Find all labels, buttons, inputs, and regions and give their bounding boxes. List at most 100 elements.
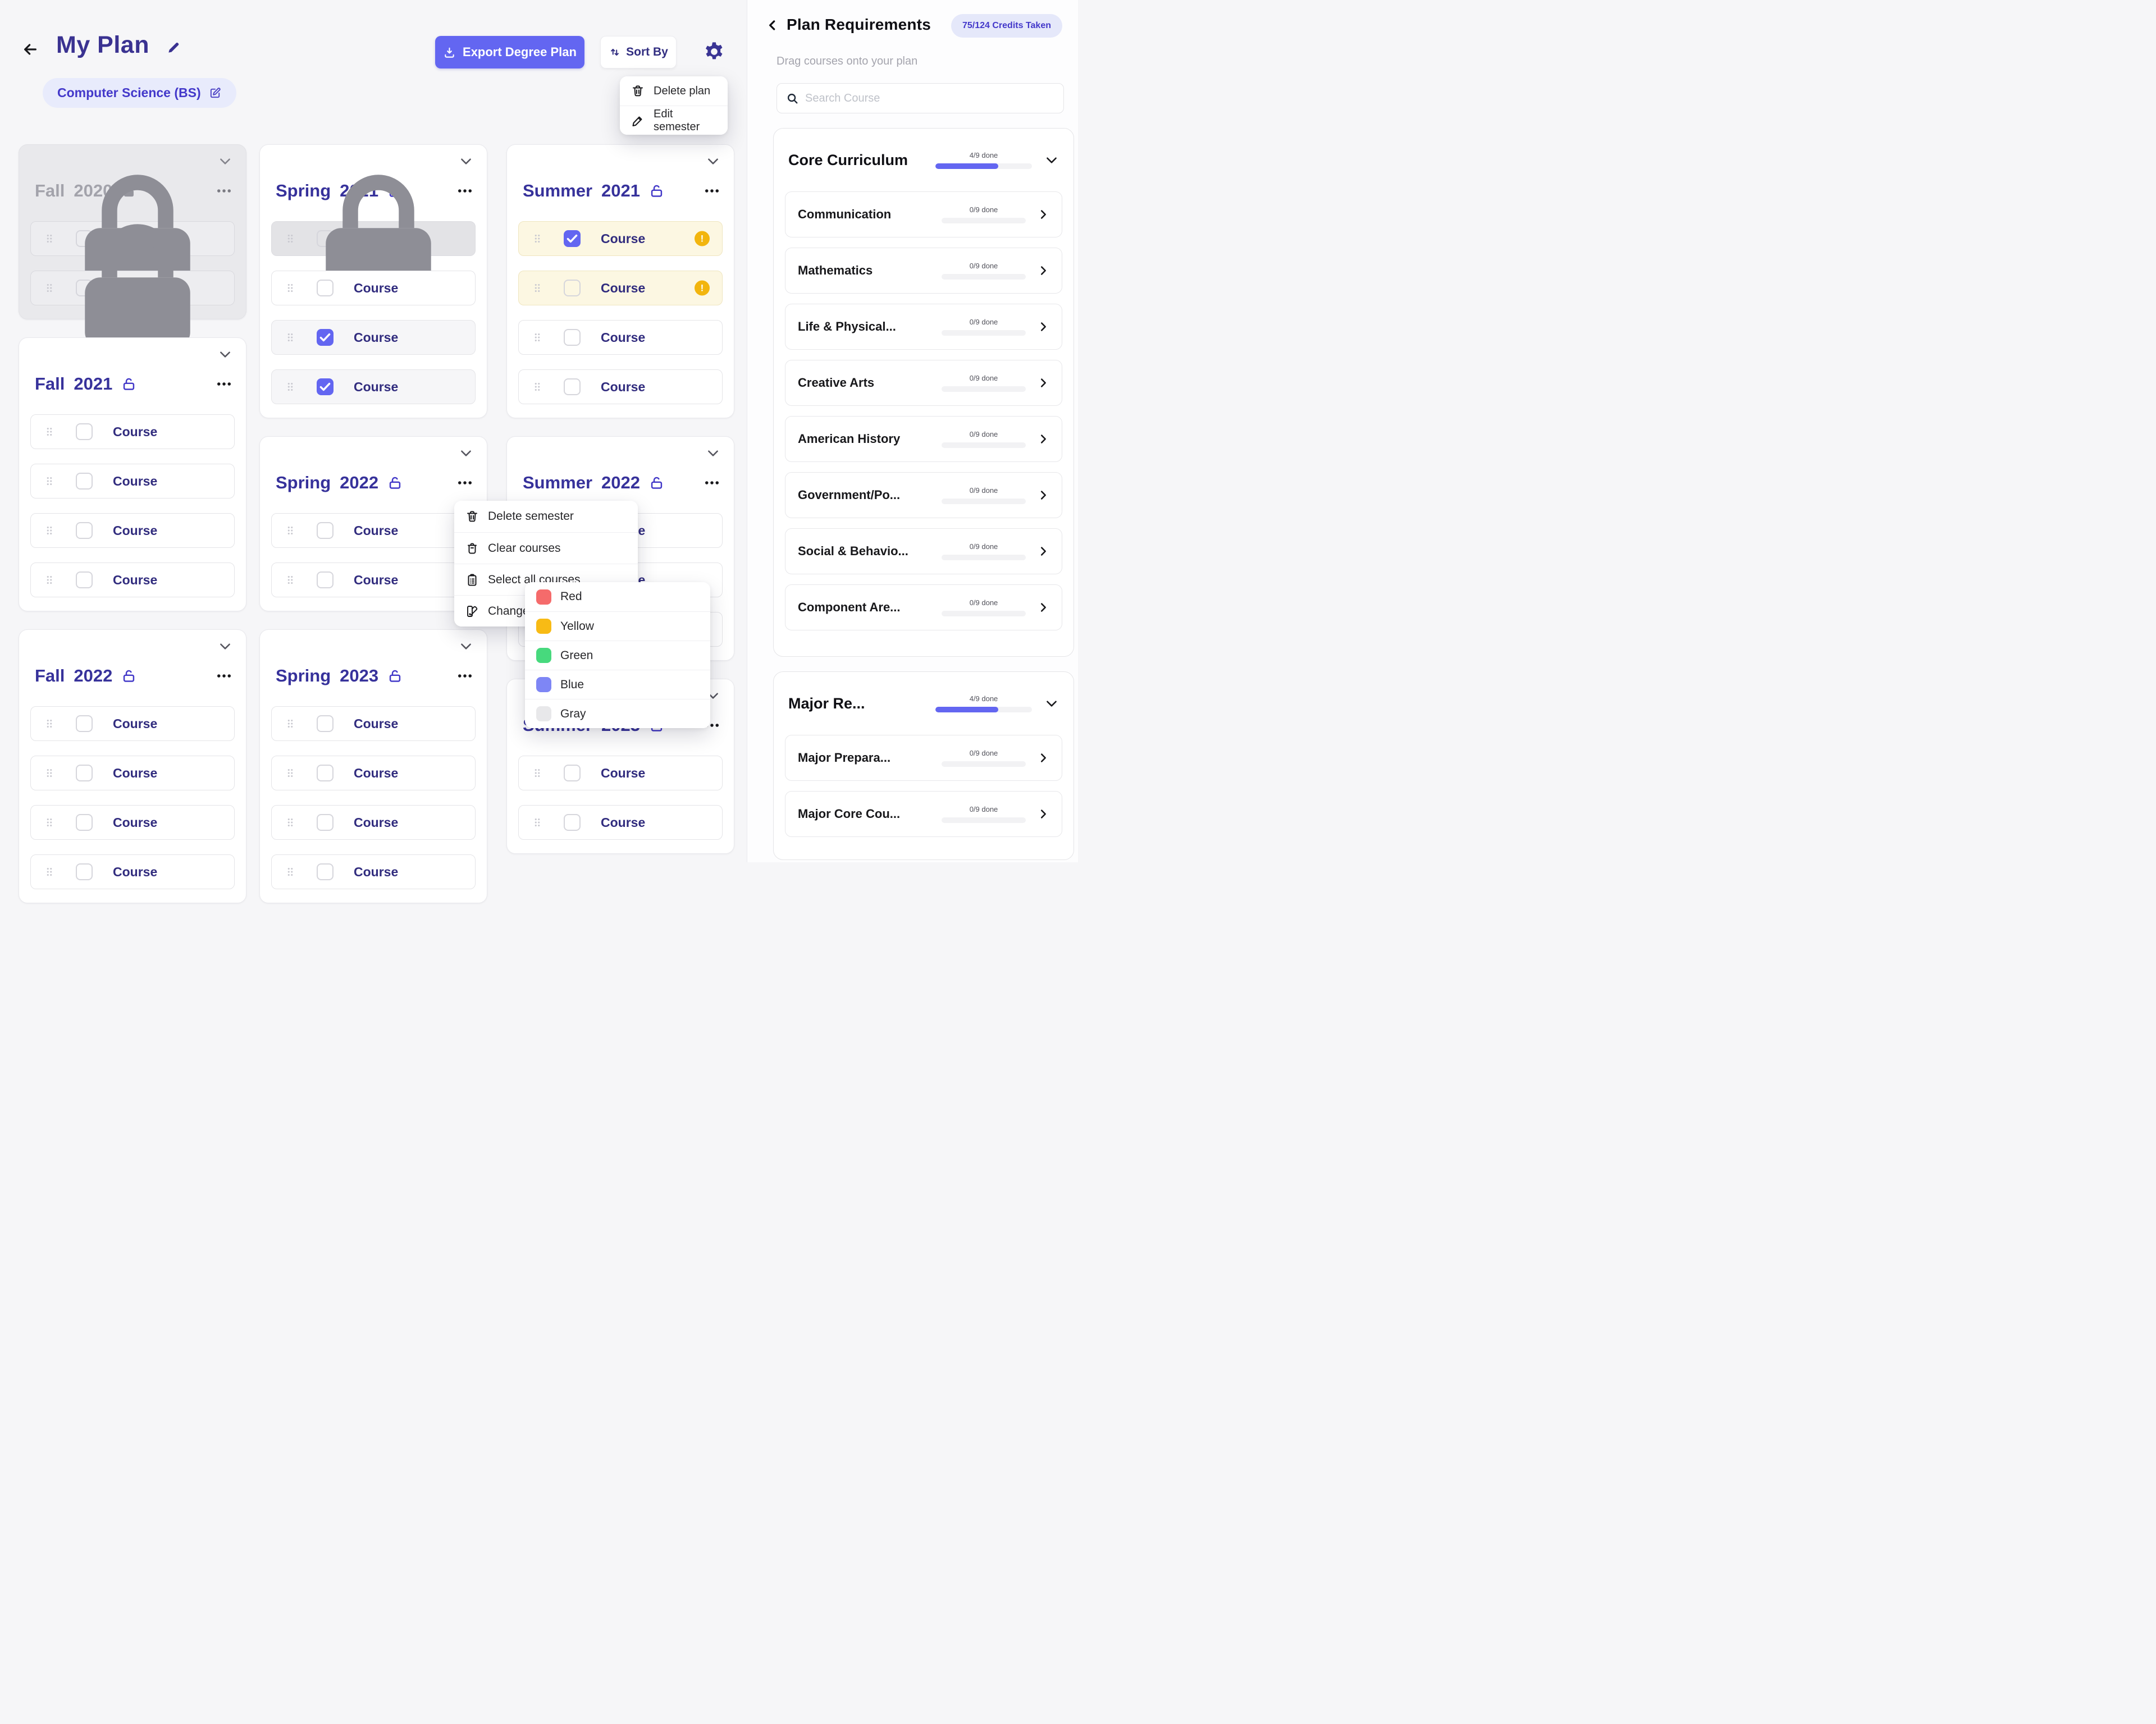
course-checkbox[interactable] (76, 715, 93, 732)
menu-item-delete-semester[interactable]: Delete semester (454, 501, 638, 532)
program-chip[interactable]: Computer Science (BS) (43, 78, 236, 108)
progress-bar (935, 163, 1032, 169)
collapse-chevron-down-icon[interactable] (218, 154, 232, 168)
menu-item-edit-semester[interactable]: Edit semester (620, 106, 728, 135)
course-row[interactable]: Course (271, 513, 476, 548)
course-row[interactable]: Course! (518, 271, 723, 305)
plan-requirements-sidebar: Plan Requirements 75/124 Credits Taken D… (747, 0, 1078, 862)
course-row[interactable]: Course (30, 513, 235, 548)
semester-options-dots-icon[interactable] (456, 474, 473, 491)
course-checkbox[interactable] (564, 378, 581, 395)
requirement-row-life-physical-[interactable]: Life & Physical... 0/9 done (785, 304, 1062, 350)
settings-gear-icon[interactable] (703, 40, 725, 63)
semester-options-dots-icon[interactable] (704, 474, 720, 491)
course-label: Course (354, 280, 399, 295)
semester-card-spring-2022: Spring 2022 Course Course (259, 436, 487, 611)
requirement-row-government-po-[interactable]: Government/Po... 0/9 done (785, 472, 1062, 518)
requirement-row-creative-arts[interactable]: Creative Arts 0/9 done (785, 360, 1062, 406)
export-degree-plan-button[interactable]: Export Degree Plan (435, 36, 584, 68)
course-checkbox[interactable] (76, 423, 93, 440)
semester-options-dots-icon[interactable] (216, 376, 232, 392)
requirement-row-major-core-cou-[interactable]: Major Core Cou... 0/9 done (785, 791, 1062, 837)
course-row[interactable]: Course (518, 320, 723, 355)
collapse-chevron-down-icon[interactable] (459, 639, 473, 653)
menu-item-clear-courses[interactable]: Clear courses (454, 532, 638, 564)
course-row[interactable]: Course (271, 756, 476, 790)
menu-item-yellow[interactable]: Yellow (525, 611, 710, 641)
course-row[interactable]: Course (518, 369, 723, 404)
menu-item-gray[interactable]: Gray (525, 699, 710, 728)
course-checkbox[interactable] (564, 329, 581, 346)
collapse-chevron-down-icon[interactable] (706, 446, 720, 460)
course-row[interactable]: Course (30, 854, 235, 889)
course-checkbox[interactable] (76, 473, 93, 490)
semester-options-dots-icon[interactable] (456, 667, 473, 684)
course-checkbox[interactable] (76, 814, 93, 831)
course-row[interactable]: Course (30, 756, 235, 790)
course-row[interactable]: Course (30, 706, 235, 741)
course-checkbox-checked[interactable] (564, 230, 581, 247)
requirement-row-communication[interactable]: Communication 0/9 done (785, 191, 1062, 237)
course-checkbox[interactable] (317, 814, 334, 831)
requirement-row-mathematics[interactable]: Mathematics 0/9 done (785, 248, 1062, 294)
course-row[interactable]: Course (271, 320, 476, 355)
section-header[interactable]: Core Curriculum 4/9 done (774, 129, 1074, 191)
section-header[interactable]: Major Re... 4/9 done (774, 672, 1074, 735)
collapse-chevron-down-icon[interactable] (706, 154, 720, 168)
semester-options-dots-icon[interactable] (704, 182, 720, 199)
course-row[interactable]: Course (271, 706, 476, 741)
course-row[interactable]: Course (271, 563, 476, 597)
collapse-chevron-down-icon[interactable] (459, 154, 473, 168)
course-row[interactable]: Course (518, 805, 723, 840)
course-row[interactable]: Course (30, 414, 235, 449)
semester-options-dots-icon[interactable] (216, 667, 232, 684)
course-row[interactable]: Course (30, 464, 235, 499)
course-row[interactable]: Course (30, 224, 235, 348)
menu-item-blue[interactable]: Blue (525, 670, 710, 699)
course-row[interactable]: Course (30, 805, 235, 840)
search-input[interactable] (805, 92, 1054, 105)
course-row[interactable]: Course (271, 175, 476, 299)
course-checkbox[interactable] (317, 863, 334, 880)
requirement-row-social-behavio-[interactable]: Social & Behavio... 0/9 done (785, 528, 1062, 574)
course-checkbox[interactable] (317, 765, 334, 781)
sidebar-back-chevron-icon[interactable] (765, 18, 780, 33)
semester-season: Fall (35, 374, 65, 394)
course-row[interactable]: Course (30, 563, 235, 597)
course-checkbox[interactable] (317, 280, 334, 296)
section-title: Core Curriculum (788, 151, 908, 168)
menu-item-green[interactable]: Green (525, 641, 710, 670)
collapse-chevron-down-icon[interactable] (459, 446, 473, 460)
course-checkbox[interactable] (317, 571, 334, 588)
course-checkbox[interactable] (564, 814, 581, 831)
course-checkbox-checked[interactable] (317, 329, 334, 346)
course-checkbox[interactable] (76, 522, 93, 539)
course-checkbox[interactable] (317, 715, 334, 732)
course-row[interactable]: Course (271, 854, 476, 889)
course-checkbox[interactable] (76, 765, 93, 781)
requirement-row-american-history[interactable]: American History 0/9 done (785, 416, 1062, 462)
course-row[interactable]: Course! (518, 221, 723, 256)
menu-item-delete-plan[interactable]: Delete plan (620, 76, 728, 106)
back-button[interactable] (21, 40, 39, 58)
semester-options-dots-icon[interactable] (456, 182, 473, 199)
requirement-row-component-are-[interactable]: Component Are... 0/9 done (785, 584, 1062, 630)
semester-options-dots-icon[interactable] (216, 182, 232, 199)
collapse-chevron-down-icon[interactable] (218, 347, 232, 362)
course-row[interactable]: Course (271, 805, 476, 840)
edit-plan-name-icon[interactable] (166, 40, 181, 55)
semester-year: 2023 (340, 666, 379, 685)
course-row[interactable]: Course (271, 369, 476, 404)
course-row[interactable]: Course (518, 756, 723, 790)
course-checkbox[interactable] (564, 765, 581, 781)
requirement-row-major-prepara-[interactable]: Major Prepara... 0/9 done (785, 735, 1062, 781)
course-row[interactable]: Course (271, 271, 476, 305)
course-checkbox[interactable] (76, 863, 93, 880)
course-checkbox[interactable] (317, 522, 334, 539)
sort-by-button[interactable]: Sort By (600, 36, 677, 68)
menu-item-red[interactable]: Red (525, 582, 710, 611)
course-checkbox[interactable] (76, 571, 93, 588)
course-checkbox-checked[interactable] (317, 378, 334, 395)
collapse-chevron-down-icon[interactable] (218, 639, 232, 653)
course-checkbox[interactable] (564, 280, 581, 296)
